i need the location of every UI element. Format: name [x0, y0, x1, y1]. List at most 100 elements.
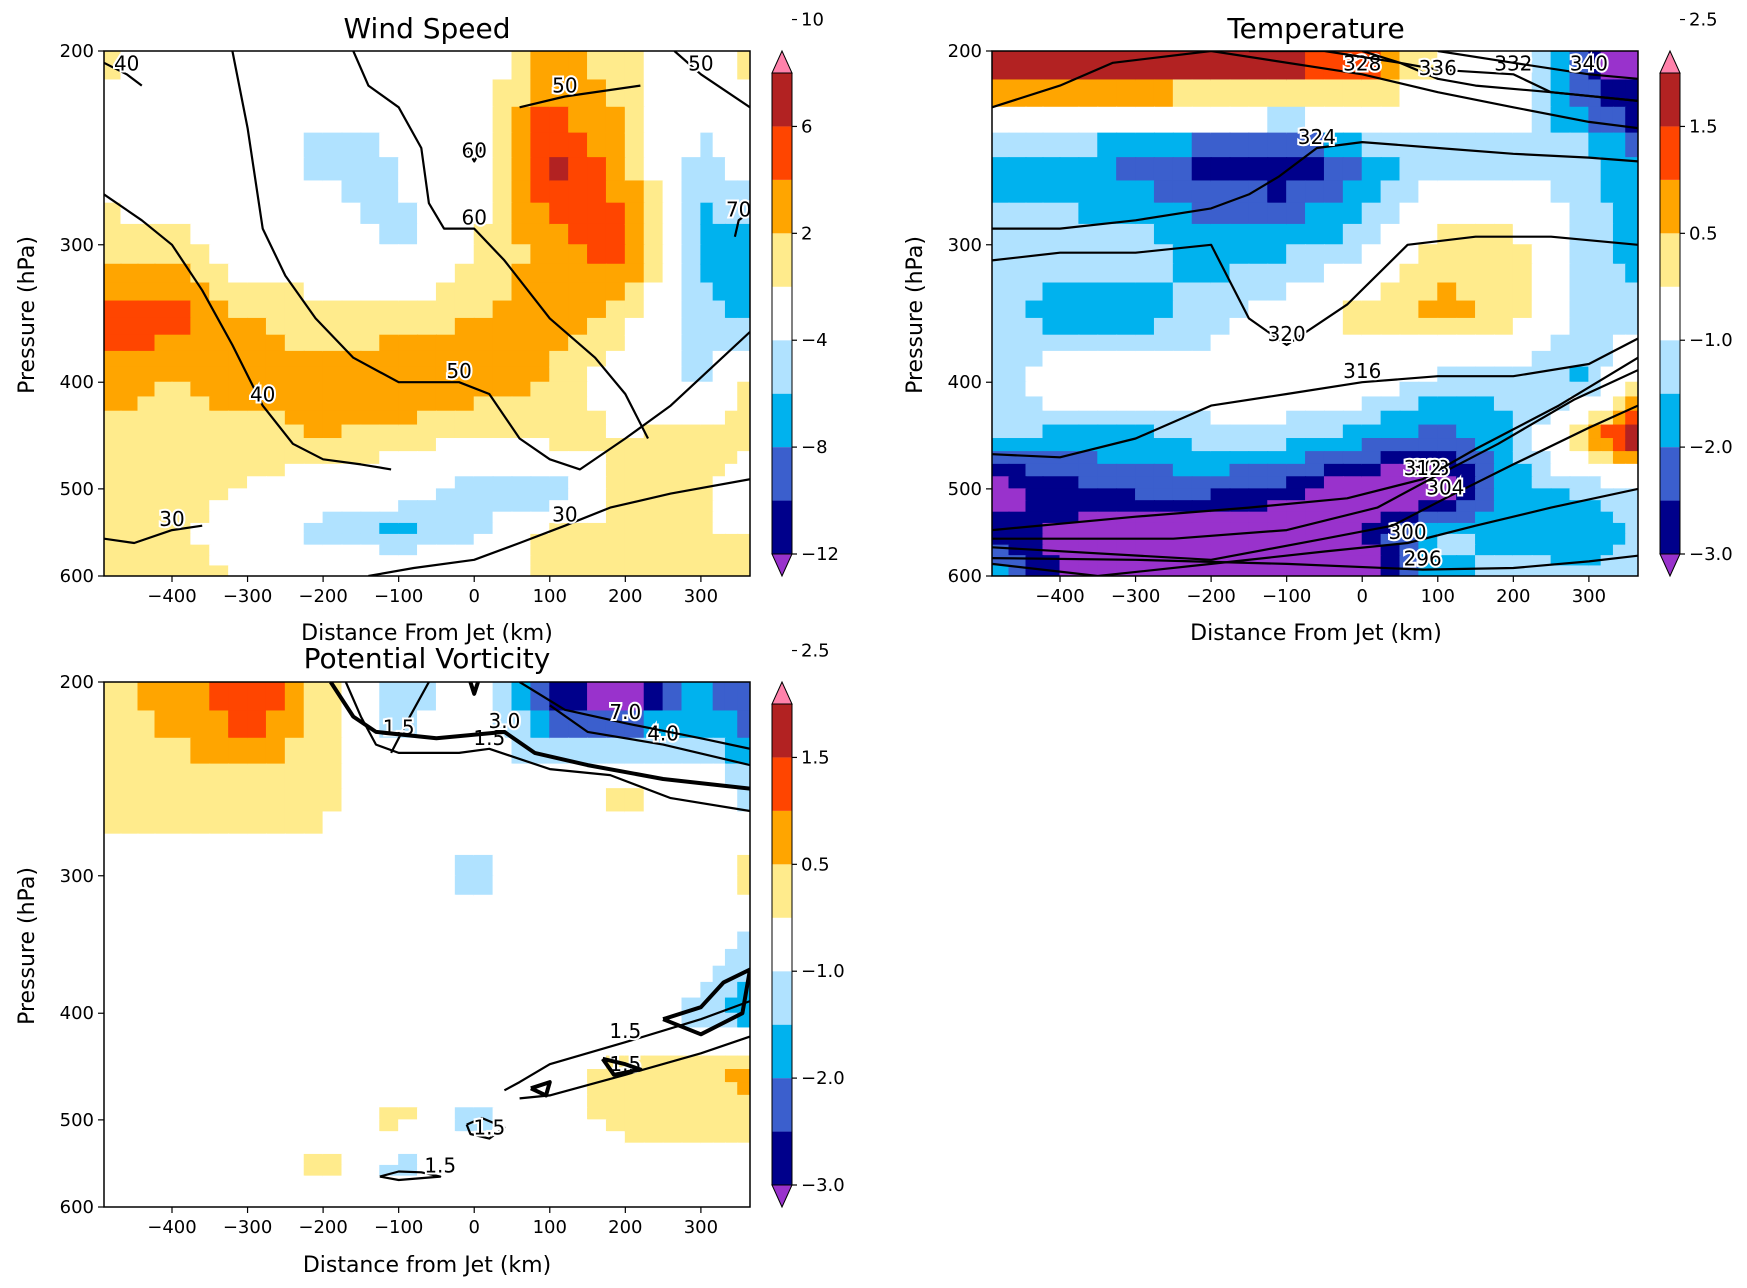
field-cell — [171, 1012, 192, 1029]
field-cell — [1153, 282, 1174, 302]
field-cell — [454, 763, 475, 790]
field-cell — [511, 894, 532, 915]
field-cell — [605, 106, 626, 134]
field-cell — [1008, 223, 1027, 246]
field-cell — [1025, 317, 1044, 336]
field-cell — [284, 1175, 305, 1188]
field-cell — [1172, 544, 1193, 557]
field-cell — [1135, 544, 1155, 557]
field-cell — [171, 424, 192, 440]
field-cell — [1248, 366, 1269, 383]
field-cell — [1361, 476, 1382, 490]
field-cell — [1456, 424, 1477, 440]
contour-label: 1.5 — [609, 1019, 641, 1043]
field-cell — [265, 555, 286, 567]
field-cell — [1267, 438, 1288, 453]
field-cell — [1531, 334, 1552, 352]
field-cell — [549, 544, 570, 557]
field-cell — [265, 366, 286, 383]
field-cell — [417, 1153, 437, 1166]
field-cell — [1286, 544, 1307, 557]
field-cell — [1305, 223, 1325, 246]
field-cell — [568, 763, 589, 790]
field-cell — [605, 1186, 626, 1198]
contour-line — [104, 61, 143, 87]
field-cell — [398, 1041, 419, 1057]
field-cell — [104, 544, 122, 557]
field-cell — [605, 511, 626, 524]
field-cell — [1025, 511, 1044, 524]
field-cell — [1531, 533, 1552, 546]
field-cell — [398, 263, 419, 284]
field-cell — [724, 875, 739, 896]
field-cell — [1078, 132, 1099, 159]
field-cell — [1097, 157, 1118, 182]
contour-line — [549, 704, 750, 767]
field-cell — [473, 451, 494, 465]
field-cell — [681, 788, 702, 813]
field-cell — [1305, 334, 1325, 352]
field-cell — [473, 463, 494, 478]
field-cell — [511, 1107, 532, 1121]
field-cell — [1191, 544, 1212, 557]
field-cell — [137, 875, 156, 896]
field-cell — [1456, 157, 1477, 182]
field-cell — [1078, 410, 1099, 426]
field-cell — [360, 894, 381, 915]
field-cell — [1512, 463, 1533, 478]
field-cell — [454, 522, 475, 535]
field-cell — [1078, 282, 1099, 302]
field-cell — [154, 317, 173, 336]
colorbar-tick-label: 0.5 — [801, 854, 830, 875]
contour-label: 336 — [1419, 56, 1457, 80]
field-cell — [1531, 157, 1552, 182]
field-cell — [992, 244, 1010, 265]
field-cell — [1097, 463, 1118, 478]
field-cell — [341, 931, 362, 950]
field-cell — [1042, 202, 1061, 225]
x-tick-label: 300 — [1572, 586, 1606, 607]
field-cell — [398, 965, 419, 983]
field-cell — [454, 948, 475, 967]
field-cell — [1210, 263, 1231, 284]
field-cell — [1305, 79, 1325, 108]
field-cell — [1305, 410, 1325, 426]
field-cell — [587, 1186, 607, 1198]
field-cell — [398, 317, 419, 336]
field-cell — [379, 396, 400, 412]
field-cell — [1418, 410, 1439, 426]
field-cell — [1248, 476, 1269, 490]
field-cell — [662, 1164, 683, 1177]
field-cell — [1600, 463, 1614, 478]
field-cell — [360, 396, 381, 412]
field-cell — [1625, 132, 1638, 159]
field-cell — [190, 737, 211, 765]
field-cell — [1512, 180, 1533, 204]
field-cell — [1569, 381, 1590, 398]
field-cell — [1456, 317, 1477, 336]
field-cell — [712, 710, 726, 739]
field-cell — [303, 476, 324, 490]
field-cell — [1437, 522, 1458, 535]
field-cell — [1191, 202, 1212, 225]
field-cell — [1569, 544, 1590, 557]
colorbar-tick-label: −12 — [801, 544, 839, 565]
field-cell — [190, 488, 211, 502]
field-cell — [1361, 79, 1382, 108]
field-cell — [1286, 300, 1307, 319]
field-cell — [1399, 438, 1420, 453]
field-cell — [681, 244, 702, 265]
field-cell — [154, 931, 173, 950]
field-cell — [104, 244, 122, 265]
field-cell — [120, 223, 139, 246]
field-cell — [360, 1069, 381, 1084]
field-cell — [662, 511, 683, 524]
field-cell — [473, 366, 494, 383]
field-cell — [284, 1131, 305, 1144]
field-cell — [120, 1119, 139, 1133]
field-cell — [1512, 223, 1533, 246]
field-cell — [137, 334, 156, 352]
field-cell — [549, 334, 570, 352]
field-cell — [398, 544, 419, 557]
field-cell — [492, 244, 513, 265]
